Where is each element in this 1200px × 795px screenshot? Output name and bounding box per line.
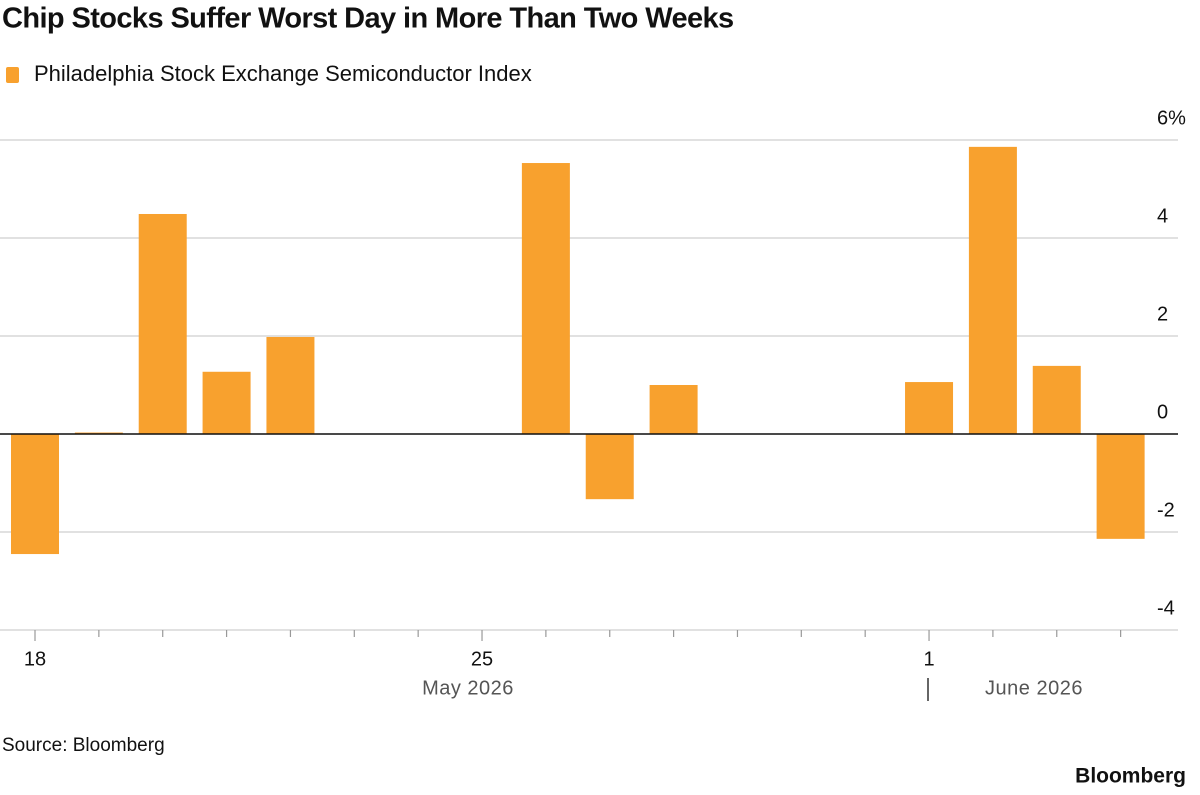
x-tick-label: 25 xyxy=(471,648,493,670)
x-tick-label: 18 xyxy=(24,648,46,670)
bar xyxy=(1032,365,1081,434)
legend-label: Philadelphia Stock Exchange Semiconducto… xyxy=(34,61,532,86)
y-tick-label: 0 xyxy=(1157,401,1168,423)
period-label: May 2026 xyxy=(422,677,514,699)
bar xyxy=(649,385,698,434)
y-tick-label: -2 xyxy=(1157,499,1175,521)
bar xyxy=(11,434,59,555)
source: Source: Bloomberg xyxy=(2,735,165,756)
period-label: June 2026 xyxy=(985,677,1083,699)
bar xyxy=(1096,434,1145,539)
chart-title: Chip Stocks Suffer Worst Day in More Tha… xyxy=(2,3,734,35)
x-tick-label: 1 xyxy=(923,648,934,670)
brand: Bloomberg xyxy=(1075,765,1186,788)
bar xyxy=(138,213,187,434)
y-tick-label: 6% xyxy=(1157,107,1186,129)
legend-swatch xyxy=(6,67,19,83)
bar xyxy=(266,336,315,434)
bar xyxy=(521,163,570,434)
bar xyxy=(968,146,1017,435)
y-tick-label: -4 xyxy=(1157,597,1175,619)
bar xyxy=(585,434,634,500)
bar xyxy=(905,382,954,434)
bar xyxy=(202,371,251,434)
y-tick-label: 4 xyxy=(1157,205,1168,227)
y-tick-label: 2 xyxy=(1157,303,1168,325)
